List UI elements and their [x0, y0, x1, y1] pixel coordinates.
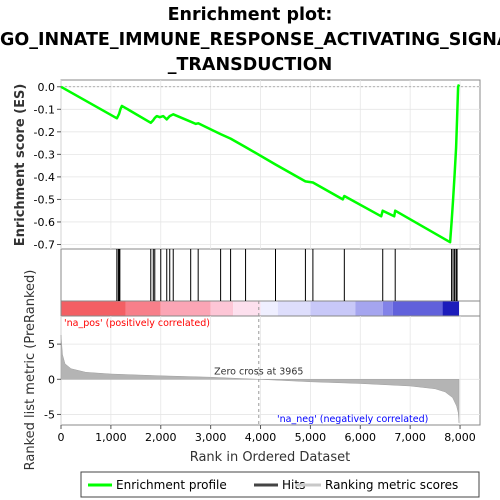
title-line-3: _TRANSDUCTION — [167, 55, 333, 75]
es-y-axis-label: Enrichment score (ES) — [13, 84, 28, 247]
x-tick-label: 4,000 — [245, 431, 277, 444]
band-segment — [392, 301, 443, 316]
x-axis-ticks: 0 1,000 2,000 3,000 4,000 5,000 6,000 7,000 8,00… — [58, 425, 476, 444]
band-segment — [210, 301, 234, 316]
band-segment — [260, 301, 278, 316]
es-tick-label: -0.7 — [34, 238, 55, 251]
hit-marks — [116, 249, 458, 301]
band-segment — [355, 301, 383, 316]
x-tick-label: 5,000 — [295, 431, 327, 444]
positive-correlation-label: 'na_pos' (positively correlated) — [64, 318, 210, 329]
band-segment — [382, 301, 393, 316]
band-segment — [233, 301, 261, 316]
negative-correlation-label: 'na_neg' (negatively correlated) — [277, 414, 428, 425]
title-line-2: GO_INNATE_IMMUNE_RESPONSE_ACTIVATING_SIG… — [0, 30, 500, 50]
x-tick-label: 3,000 — [195, 431, 227, 444]
x-tick-label: 1,000 — [95, 431, 127, 444]
chart-title: Enrichment plot: GO_INNATE_IMMUNE_RESPON… — [0, 3, 500, 78]
es-tick-label: -0.2 — [34, 126, 55, 139]
ranking-color-band — [61, 301, 460, 316]
es-gridlines — [60, 80, 480, 249]
legend-enrichment-label: Enrichment profile — [116, 478, 227, 492]
es-tick-label: -0.3 — [34, 148, 55, 161]
es-tick-label: -0.1 — [34, 103, 55, 116]
es-tick-label: -0.5 — [34, 193, 55, 206]
band-segment — [61, 301, 126, 316]
rank-y-ticks: 5 0 -5 — [44, 338, 61, 421]
x-tick-label: 0 — [58, 431, 65, 444]
rank-y-axis-label: Ranked list metric (PreRanked) — [23, 270, 38, 471]
enrichment-profile-line — [60, 84, 461, 244]
ranking-metric-area — [60, 334, 460, 423]
band-segment — [125, 301, 161, 316]
title-line-1: Enrichment plot: — [167, 5, 333, 25]
x-tick-label: 7,000 — [394, 431, 426, 444]
rank-tick-label: -5 — [44, 408, 55, 421]
x-tick-label: 6,000 — [345, 431, 377, 444]
x-axis-label: Rank in Ordered Dataset — [190, 450, 351, 465]
legend-ranking-label: Ranking metric scores — [325, 478, 458, 492]
es-tick-label: 0.0 — [38, 81, 56, 94]
rank-tick-label: 5 — [48, 338, 55, 351]
x-tick-label: 8,000 — [444, 431, 476, 444]
rank-tick-label: 0 — [48, 373, 55, 386]
es-tick-label: -0.4 — [34, 171, 55, 184]
es-tick-label: -0.6 — [34, 216, 55, 229]
band-segment — [277, 301, 311, 316]
hits-panel — [60, 248, 481, 302]
es-y-ticks: 0.0 -0.1 -0.2 -0.3 -0.4 -0.5 -0.6 -0.7 — [34, 81, 61, 251]
band-segment — [160, 301, 211, 316]
legend-box — [80, 471, 480, 498]
x-tick-label: 2,000 — [145, 431, 177, 444]
band-segment — [442, 301, 460, 316]
legend-hits-label: Hits — [282, 478, 305, 492]
zero-cross-label: Zero cross at 3965 — [214, 366, 303, 377]
band-segment — [310, 301, 356, 316]
